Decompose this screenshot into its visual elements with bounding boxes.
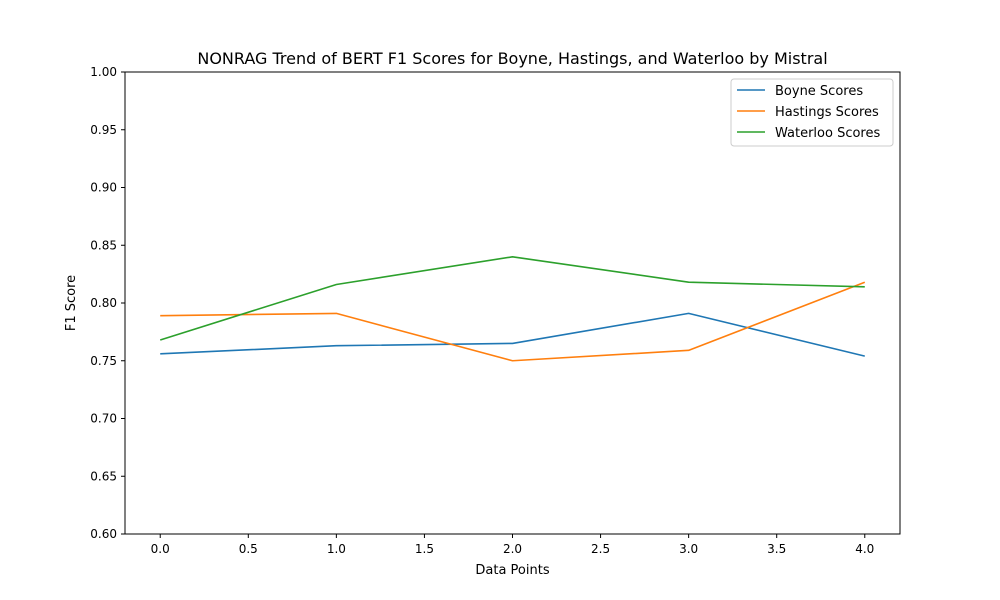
legend-box: [730, 78, 894, 147]
y-tick-label: 0.90: [90, 181, 117, 195]
y-tick-label: 1.00: [90, 65, 117, 79]
y-tick-label: 0.95: [90, 123, 117, 137]
x-tick-label: 3.5: [767, 542, 786, 556]
legend-label: Waterloo Scores: [775, 126, 880, 141]
y-tick-label: 0.70: [90, 412, 117, 426]
legend-label: Boyne Scores: [775, 84, 863, 99]
series-lines: [159, 255, 866, 362]
y-axis-label: F1 Score: [64, 275, 79, 331]
y-tick-label: 0.80: [90, 296, 117, 310]
y-tick-label: 0.85: [90, 238, 117, 252]
x-tick-label: 3.0: [679, 542, 698, 556]
axis-ticks: 0.0 0.5 1.0 1.5 2.0 2.5 3.0 3.5 4.0 0.60 0.65 0.70 0…: [90, 65, 874, 556]
y-tick-label: 0.65: [90, 469, 117, 483]
legend: Boyne Scores Hastings Scores Waterloo Scor…: [730, 78, 894, 147]
series-line-2: [159, 255, 865, 341]
legend-label: Hastings Scores: [775, 105, 879, 120]
x-tick-label: 2.5: [591, 542, 610, 556]
series-line-0: [160, 312, 865, 357]
x-tick-label: 4.0: [855, 542, 874, 556]
chart-title: NONRAG Trend of BERT F1 Scores for Boyne…: [197, 49, 827, 68]
x-tick-label: 2.0: [503, 542, 522, 556]
x-tick-label: 0.5: [239, 542, 258, 556]
series-line-1: [160, 281, 866, 362]
x-tick-label: 1.5: [415, 542, 434, 556]
x-tick-label: 0.0: [151, 542, 170, 556]
x-tick-label: 1.0: [327, 542, 346, 556]
x-axis-label: Data Points: [475, 563, 549, 578]
plot-area-frame: [124, 71, 901, 535]
y-tick-label: 0.75: [90, 354, 117, 368]
y-tick-label: 0.60: [90, 527, 117, 541]
